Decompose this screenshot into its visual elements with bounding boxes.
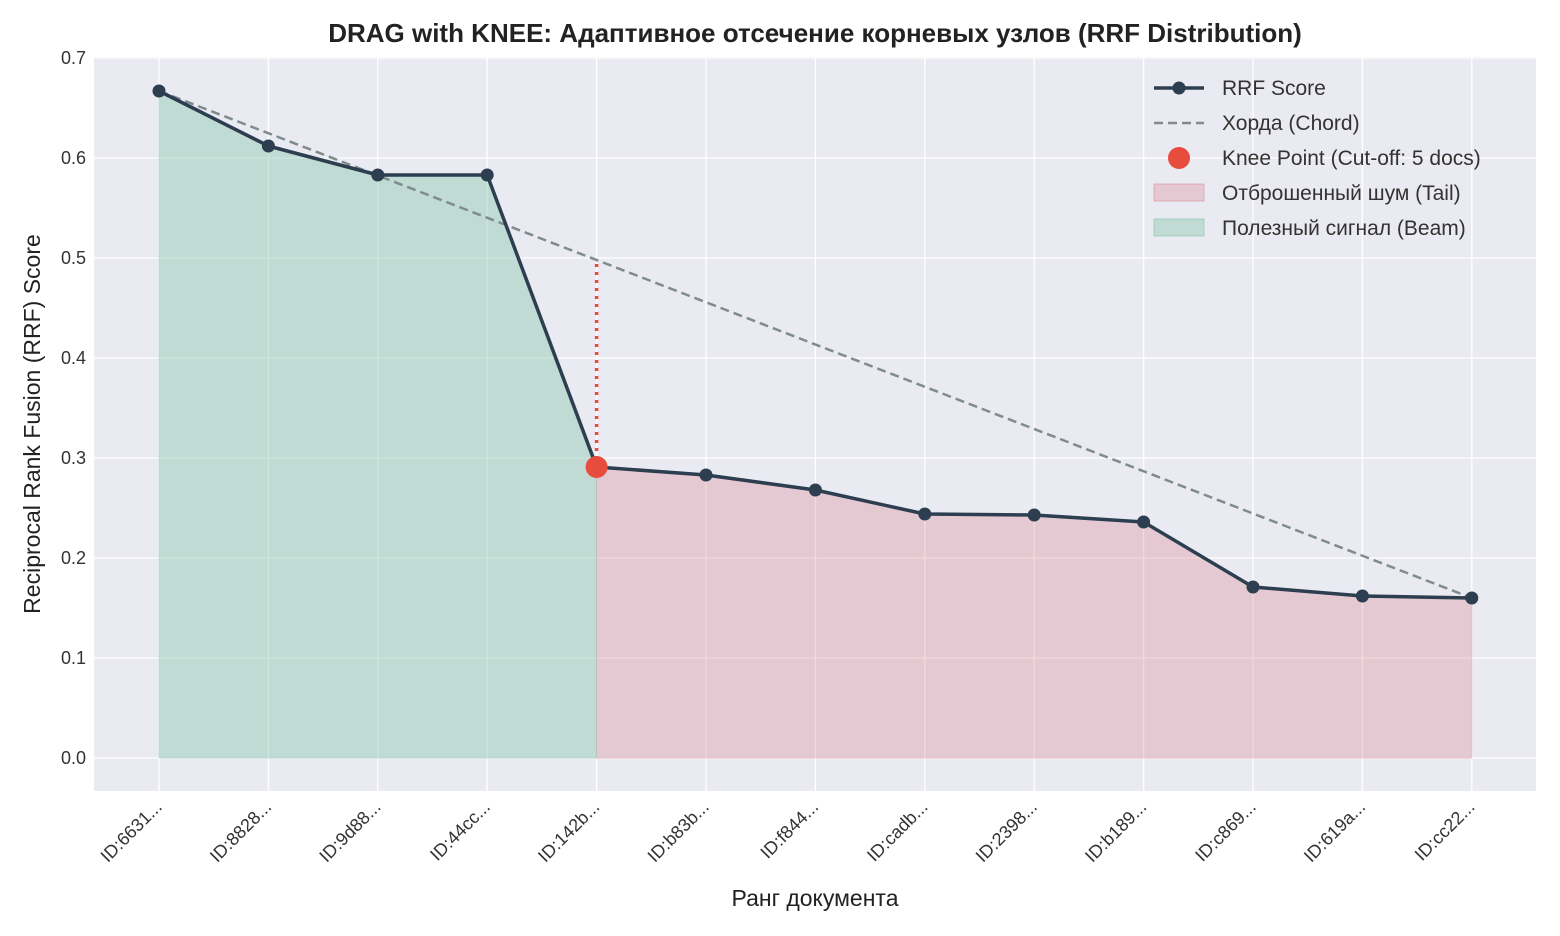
legend-beam-swatch xyxy=(1153,218,1205,237)
legend-line-marker xyxy=(1172,81,1186,95)
x-tick-label: ID:142b... xyxy=(534,797,603,866)
rrf-score-point xyxy=(1246,580,1260,594)
x-tick-label: ID:2398... xyxy=(972,797,1041,866)
x-tick-label: ID:f844... xyxy=(756,797,822,863)
y-tick-label: 0.7 xyxy=(61,48,86,68)
y-tick-label: 0.2 xyxy=(61,548,86,568)
y-axis-label: Reciprocal Rank Fusion (RRF) Score xyxy=(19,234,45,614)
legend-rrf-score: RRF Score xyxy=(1222,77,1326,100)
chord-group xyxy=(158,89,1473,600)
legend-tail-swatch xyxy=(1153,183,1205,202)
y-tick-label: 0.4 xyxy=(61,348,86,368)
rrf-score-point xyxy=(371,168,385,182)
x-tick-label: ID:c869... xyxy=(1191,797,1260,866)
x-tick-label: ID:b83b... xyxy=(643,797,712,866)
legend-chord: Хорда (Chord) xyxy=(1222,112,1360,135)
fill-regions xyxy=(158,90,1473,759)
legend: RRF Score Хорда (Chord) Knee Point (Cut-… xyxy=(1153,77,1481,240)
x-tick-labels: ID:6631... ID:8828... ID:9d88... ID:44cc...… xyxy=(96,797,1478,866)
knee-marker-group xyxy=(585,456,608,478)
legend-knee: Knee Point (Cut-off: 5 docs) xyxy=(1222,147,1481,170)
y-tick-labels: 0.0 0.1 0.2 0.3 0.4 0.5 0.6 0.7 xyxy=(61,48,86,768)
y-tick-label: 0.3 xyxy=(61,448,86,468)
x-tick-label: ID:b189... xyxy=(1081,797,1150,866)
knee-point-marker xyxy=(585,456,608,478)
x-axis-label: Ранг документа xyxy=(732,885,899,911)
y-tick-label: 0.6 xyxy=(61,148,86,168)
x-tick-label: ID:44cc... xyxy=(426,797,494,865)
rrf-score-point xyxy=(261,139,275,153)
chart-title: DRAG with KNEE: Адаптивное отсечение кор… xyxy=(328,18,1302,48)
rrf-score-point xyxy=(1137,515,1151,529)
y-tick-label: 0.5 xyxy=(61,248,86,268)
x-tick-label: ID:cadb... xyxy=(863,797,932,866)
rrf-score-point xyxy=(1027,508,1041,522)
chord-line xyxy=(158,89,1473,600)
legend-knee-swatch xyxy=(1168,147,1190,169)
x-tick-label: ID:6631... xyxy=(96,797,165,866)
rrf-score-point xyxy=(918,507,932,521)
legend-beam: Полезный сигнал (Beam) xyxy=(1222,217,1466,240)
x-tick-label: ID:cc22... xyxy=(1411,797,1479,865)
rrf-score-point xyxy=(1355,589,1369,603)
rrf-score-point xyxy=(699,468,713,482)
rrf-score-point xyxy=(1465,591,1479,605)
rrf-score-point xyxy=(152,84,166,98)
grid-lines xyxy=(94,57,1536,791)
x-tick-label: ID:9d88... xyxy=(315,797,384,866)
y-tick-label: 0.0 xyxy=(61,748,86,768)
rrf-score-point xyxy=(808,483,822,497)
x-tick-label: ID:8828... xyxy=(206,797,275,866)
rrf-score-point xyxy=(480,168,494,182)
x-tick-label: ID:619a... xyxy=(1300,797,1369,866)
y-tick-label: 0.1 xyxy=(61,648,86,668)
legend-tail: Отброшенный шум (Tail) xyxy=(1222,182,1461,205)
